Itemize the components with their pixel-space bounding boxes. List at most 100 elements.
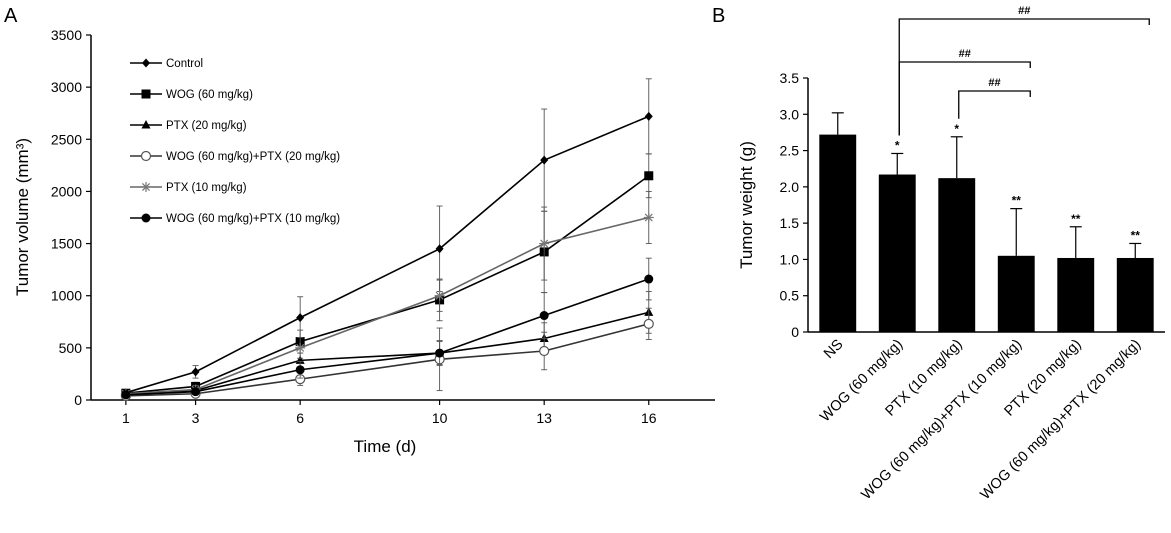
legend-item-ptx-10-mg-kg: PTX (10 mg/kg)	[130, 182, 247, 194]
data-point-wog-60-mg-kg-ptx-10-mg-kg	[191, 387, 201, 397]
panel-b-y-ticks: 0 0.5 1.0 1.5 2.0 2.5 3.0 3.5	[780, 70, 808, 340]
bracket-line	[958, 90, 1031, 119]
significance-marker: *	[954, 122, 959, 136]
legend-swatch-marker	[141, 120, 151, 129]
panel-a-legend: Control WOG (60 mg/kg) PTX (20 mg/kg) WOG (…	[130, 58, 340, 225]
bar-wog-60-mg-kg	[878, 174, 916, 332]
y-tick-label: 2.0	[780, 179, 800, 195]
legend-swatch-marker	[141, 213, 151, 223]
x-tick-label: 16	[641, 410, 657, 426]
y-tick-label: 2000	[51, 183, 82, 199]
series-line-wog-60-mg-kg	[125, 175, 650, 395]
x-tick-label: 3	[192, 410, 200, 426]
legend-swatch-marker	[142, 58, 150, 68]
significance-marker: *	[895, 138, 900, 152]
legend-swatch-marker	[141, 89, 151, 99]
legend-label: WOG (60 mg/kg)	[166, 89, 253, 101]
panel-a-y-axis-title: Tumor volume (mm³)	[13, 138, 32, 296]
data-point-control	[191, 367, 200, 377]
significance-marker: **	[1131, 228, 1141, 242]
panel-b-letter: B	[712, 5, 725, 27]
series-wog-60-mg-kg-ptx-10-mg-kg	[121, 257, 654, 400]
y-tick-label: 2500	[51, 131, 82, 147]
legend-label: WOG (60 mg/kg)+PTX (10 mg/kg)	[166, 213, 340, 225]
series-line-wog-60-mg-kg-ptx-20-mg-kg	[125, 323, 649, 397]
legend-item-wog-60-mg-kg: WOG (60 mg/kg)	[130, 89, 253, 101]
data-point-wog-60-mg-kg-ptx-10-mg-kg	[539, 311, 549, 321]
data-point-wog-60-mg-kg	[644, 171, 654, 181]
legend-label: PTX (20 mg/kg)	[166, 120, 247, 132]
panel-a-x-ticks: 1 3 6 10 13 16	[122, 400, 657, 426]
legend-item-control: Control	[130, 58, 203, 70]
data-point-control	[296, 313, 305, 323]
legend-swatch-marker-stroke	[141, 182, 151, 192]
legend-label: Control	[166, 58, 203, 70]
comparison-label: ##	[988, 77, 1000, 89]
data-point-wog-60-mg-kg-ptx-20-mg-kg	[643, 318, 654, 329]
panel-a-series	[120, 78, 654, 401]
y-tick-label: 3500	[51, 27, 82, 43]
data-point-wog-60-mg-kg-ptx-20-mg-kg	[539, 345, 550, 357]
bracket-line	[898, 61, 1031, 136]
bracket-line	[898, 18, 1150, 136]
panel-b-y-axis-title: Tumor weight (g)	[737, 141, 756, 269]
legend-label: WOG (60 mg/kg)+PTX (20 mg/kg)	[166, 151, 340, 163]
series-line-ptx-10-mg-kg	[125, 216, 649, 395]
data-point-ptx-10-mg-kg-stroke	[435, 291, 444, 300]
y-tick-label: 0	[74, 392, 82, 408]
legend-item-ptx-20-mg-kg: PTX (20 mg/kg)	[130, 120, 247, 132]
data-point-wog-60-mg-kg-ptx-10-mg-kg	[295, 365, 305, 375]
x-tick-label: 13	[536, 410, 552, 426]
bar-wog-60-mg-kg-ptx-10-mg-kg	[997, 255, 1035, 332]
bar-ptx-20-mg-kg	[1057, 257, 1095, 332]
category-label: NS	[821, 337, 847, 363]
series-line-ptx-20-mg-kg	[125, 311, 649, 396]
y-tick-label: 1.5	[780, 215, 800, 231]
x-tick-label: 1	[122, 410, 130, 426]
comparison-bracket: ##	[898, 5, 1150, 136]
y-tick-label: 0.5	[780, 288, 800, 304]
panel-a-x-axis-title: Time (d)	[354, 437, 417, 456]
data-point-control	[644, 111, 653, 121]
legend-swatch-marker	[140, 150, 152, 162]
panel-b: B 00.51.01.52.02.53.03.5 ******** NSWOG …	[712, 5, 1165, 503]
legend-swatch-marker	[141, 182, 151, 192]
data-point-wog-60-mg-kg-ptx-10-mg-kg	[644, 274, 654, 284]
series-line-control	[125, 115, 650, 394]
x-tick-label: 10	[432, 410, 448, 426]
bar-ns	[819, 134, 857, 332]
data-point-control	[540, 155, 549, 165]
comparison-label: ##	[959, 48, 971, 60]
panel-b-comparison-brackets: ## ## ##	[898, 5, 1150, 136]
comparison-bracket: ##	[958, 77, 1031, 119]
y-tick-label: 1.0	[780, 251, 800, 267]
comparison-bracket: ##	[898, 48, 1031, 136]
data-point-ptx-10-mg-kg	[295, 342, 306, 353]
data-point-ptx-10-mg-kg-stroke	[540, 239, 549, 248]
panel-a-letter: A	[4, 5, 18, 27]
y-tick-label: 500	[59, 340, 83, 356]
y-tick-label: 2.5	[780, 143, 800, 159]
comparison-label: ##	[1018, 5, 1030, 17]
panel-b-bars: ********	[819, 112, 1154, 332]
significance-marker: **	[1071, 212, 1081, 226]
y-tick-label: 3.0	[780, 106, 800, 122]
y-tick-label: 1000	[51, 288, 82, 304]
series-ptx-20-mg-kg	[121, 291, 654, 399]
significance-marker: **	[1012, 194, 1022, 208]
data-point-ptx-10-mg-kg-stroke	[296, 343, 305, 352]
legend-item-wog-60-mg-kg-ptx-10-mg-kg: WOG (60 mg/kg)+PTX (10 mg/kg)	[130, 213, 340, 225]
series-line-wog-60-mg-kg-ptx-10-mg-kg	[125, 278, 650, 396]
legend-label: PTX (10 mg/kg)	[166, 182, 247, 194]
data-point-ptx-10-mg-kg	[539, 238, 550, 249]
data-point-ptx-10-mg-kg	[434, 290, 445, 301]
panel-a-y-ticks: 0 500 1000 1500 2000 2500 3000 3500	[51, 27, 91, 408]
bar-ptx-10-mg-kg	[938, 178, 976, 332]
data-point-control	[435, 244, 444, 254]
data-point-ptx-10-mg-kg-stroke	[644, 213, 653, 222]
y-tick-label: 3000	[51, 79, 82, 95]
x-tick-label: 6	[296, 410, 304, 426]
legend-item-wog-60-mg-kg-ptx-20-mg-kg: WOG (60 mg/kg)+PTX (20 mg/kg)	[130, 150, 340, 163]
